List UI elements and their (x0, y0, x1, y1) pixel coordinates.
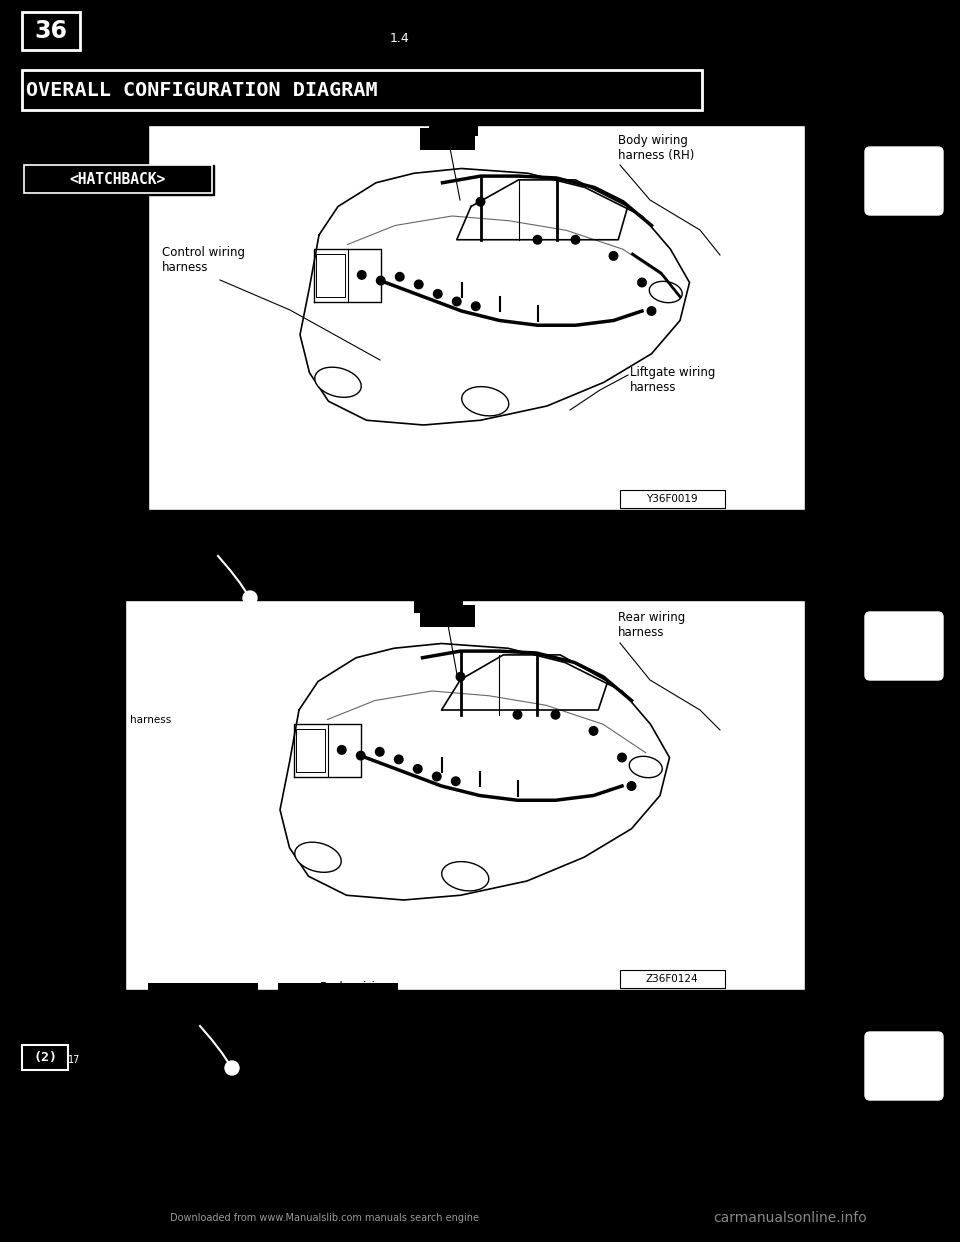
FancyBboxPatch shape (865, 147, 943, 215)
Bar (148, 125, 805, 510)
Bar (620, 970, 725, 987)
Circle shape (338, 745, 346, 754)
Circle shape (415, 281, 423, 288)
Bar (278, 982, 398, 1025)
Circle shape (356, 751, 365, 760)
Circle shape (375, 748, 384, 756)
Circle shape (357, 271, 366, 279)
Bar (420, 128, 475, 150)
Text: harness: harness (430, 122, 476, 134)
Text: 36: 36 (35, 19, 67, 43)
Text: Body wiring: Body wiring (320, 981, 390, 995)
Bar (22, 70, 702, 111)
Bar (22, 1045, 68, 1071)
Bar (165, 513, 275, 555)
Circle shape (414, 765, 422, 774)
Circle shape (471, 302, 480, 310)
Text: Body wiring
harness (RH): Body wiring harness (RH) (618, 134, 694, 161)
Circle shape (551, 710, 560, 719)
Text: harness: harness (130, 715, 171, 725)
Text: Rear wiring
harness: Rear wiring harness (618, 611, 685, 638)
Text: harness: harness (415, 599, 462, 611)
Circle shape (637, 278, 646, 287)
Ellipse shape (629, 756, 662, 777)
Bar (24, 165, 212, 193)
Circle shape (571, 236, 580, 243)
Ellipse shape (442, 862, 489, 891)
Text: Liftgate wiring
harness: Liftgate wiring harness (630, 366, 715, 394)
Circle shape (476, 197, 485, 206)
Bar (620, 491, 725, 508)
Circle shape (376, 276, 385, 284)
Text: Downloaded from www.Manualslib.com manuals search engine: Downloaded from www.Manualslib.com manua… (170, 1213, 479, 1223)
Text: <HATCHBACK>: <HATCHBACK> (70, 173, 166, 188)
Bar (295, 513, 410, 555)
Bar (420, 605, 475, 627)
Circle shape (432, 773, 441, 781)
Text: harness: harness (415, 599, 462, 611)
Circle shape (456, 672, 465, 681)
Bar (125, 600, 805, 990)
Bar (0, 135, 148, 520)
Circle shape (589, 727, 598, 735)
Bar (148, 982, 258, 1025)
Circle shape (451, 777, 460, 785)
Text: harness: harness (430, 122, 476, 134)
Circle shape (243, 591, 257, 605)
Text: (2): (2) (33, 1052, 57, 1064)
Circle shape (434, 289, 442, 298)
Circle shape (610, 252, 618, 260)
Text: carmanualsonline.info: carmanualsonline.info (713, 1211, 867, 1225)
Circle shape (225, 1061, 239, 1076)
Circle shape (647, 307, 656, 315)
Bar (22, 12, 80, 50)
Circle shape (533, 236, 541, 243)
Bar (0, 600, 125, 990)
Text: OVERALL CONFIGURATION DIAGRAM: OVERALL CONFIGURATION DIAGRAM (26, 81, 377, 99)
Ellipse shape (462, 386, 509, 416)
Ellipse shape (649, 281, 683, 303)
Text: Z36F0124: Z36F0124 (646, 974, 698, 984)
Text: Control wiring
harness: Control wiring harness (162, 246, 245, 274)
Circle shape (514, 710, 522, 719)
Text: Y36F0019: Y36F0019 (646, 494, 698, 504)
Circle shape (452, 297, 461, 306)
Ellipse shape (315, 368, 361, 397)
Circle shape (396, 272, 404, 281)
Bar (22, 165, 214, 195)
Circle shape (395, 755, 403, 764)
FancyBboxPatch shape (865, 1032, 943, 1100)
Text: 1.4: 1.4 (390, 31, 410, 45)
Circle shape (627, 781, 636, 790)
Circle shape (617, 753, 626, 761)
Ellipse shape (295, 842, 341, 872)
Text: 17: 17 (68, 1054, 81, 1064)
FancyBboxPatch shape (865, 612, 943, 681)
